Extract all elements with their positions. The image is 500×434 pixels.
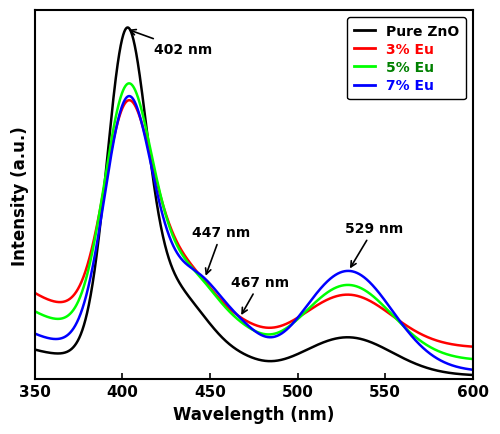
Legend: Pure ZnO, 3% Eu, 5% Eu, 7% Eu: Pure ZnO, 3% Eu, 5% Eu, 7% Eu: [347, 18, 466, 100]
Text: 467 nm: 467 nm: [231, 275, 289, 314]
Text: 529 nm: 529 nm: [345, 222, 403, 267]
Text: 402 nm: 402 nm: [130, 30, 212, 57]
Text: 447 nm: 447 nm: [192, 226, 250, 274]
Y-axis label: Intensity (a.u.): Intensity (a.u.): [11, 125, 29, 265]
X-axis label: Wavelength (nm): Wavelength (nm): [173, 405, 334, 423]
